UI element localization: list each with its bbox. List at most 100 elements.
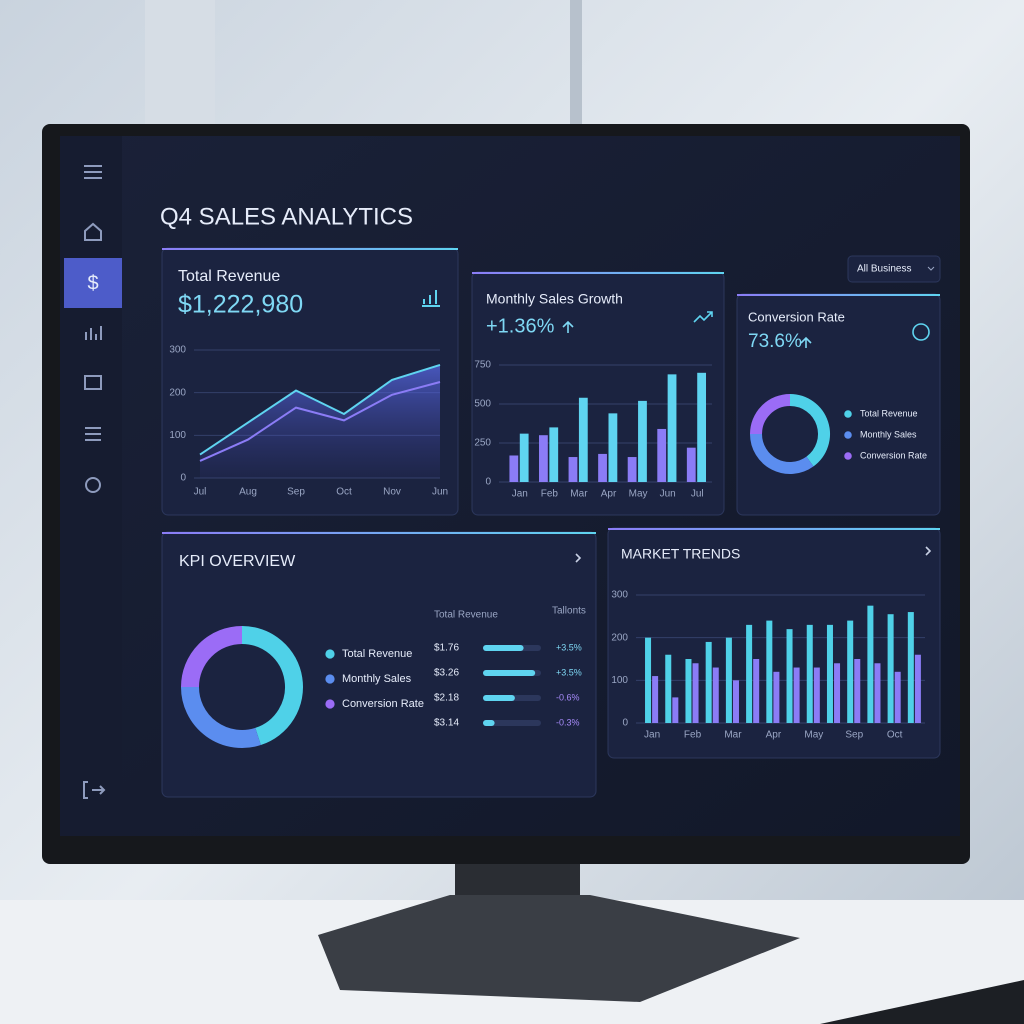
legend-label: Total Revenue [342, 648, 412, 660]
card-title: KPI OVERVIEW [179, 553, 296, 570]
filter-dropdown[interactable] [847, 255, 941, 283]
bar [786, 629, 793, 723]
x-tick-label: Nov [383, 487, 401, 498]
table-change: +3.5% [556, 667, 582, 677]
bar [813, 667, 820, 723]
bar [874, 663, 881, 723]
card-title: Total Revenue [178, 268, 280, 285]
progress-track [483, 720, 541, 726]
table-value: $3.14 [434, 718, 459, 729]
y-tick-label: 100 [611, 675, 628, 686]
donut-segment [789, 394, 830, 467]
y-tick-label: 0 [622, 718, 628, 729]
bar [773, 671, 780, 723]
donut-segment [241, 626, 303, 746]
doc-icon [84, 375, 102, 390]
table-value: $3.26 [434, 668, 459, 679]
bar [914, 654, 921, 723]
x-tick-label: Sep [845, 730, 863, 741]
card-icon [422, 290, 440, 307]
dropdown-caret [927, 266, 935, 271]
sidebar-icons [83, 165, 106, 799]
card-title: Monthly Sales Growth [486, 291, 623, 307]
line-area [200, 364, 440, 478]
card-headline: +1.36% [486, 315, 555, 337]
bar [568, 457, 578, 482]
bar [766, 620, 773, 723]
legend-swatch [844, 452, 852, 460]
bar [692, 663, 699, 723]
bar [608, 413, 618, 482]
table-change: +3.5% [556, 642, 582, 652]
keyboard [820, 980, 1024, 1024]
bar [685, 659, 692, 723]
logout-icon [83, 781, 106, 799]
bar [652, 676, 659, 723]
filter-icon [85, 427, 101, 441]
x-tick-label: Oct [887, 730, 903, 741]
bar [686, 447, 696, 482]
dashboard-title: Q4 SALES ANALYTICS [160, 203, 413, 230]
card-accent [737, 294, 940, 296]
y-tick-label: 500 [474, 399, 491, 410]
y-tick-label: 750 [474, 360, 491, 371]
bar [712, 667, 719, 723]
x-tick-label: Oct [336, 487, 352, 498]
x-tick-label: Jun [432, 487, 448, 498]
bar [725, 637, 732, 723]
table-value: $2.18 [434, 693, 459, 704]
y-tick-label: 300 [169, 345, 186, 356]
bar [705, 641, 712, 723]
bar [539, 435, 548, 482]
chevron[interactable] [925, 546, 932, 556]
card-icon [693, 311, 713, 323]
bar [598, 453, 607, 482]
card-icon [912, 323, 930, 341]
bar [753, 659, 760, 723]
card-accent [608, 528, 940, 530]
bar [732, 680, 739, 723]
bar [826, 624, 833, 723]
progress-bar [483, 670, 536, 676]
card-accent [472, 272, 724, 274]
bar [627, 457, 637, 482]
menu-icon [84, 165, 102, 179]
bar [793, 667, 800, 723]
x-tick-label: Jan [644, 730, 660, 741]
up-arrow [800, 336, 812, 348]
y-tick-label: 250 [474, 438, 491, 449]
bar [867, 605, 874, 723]
bar [519, 433, 529, 482]
bar [657, 428, 667, 482]
legend-label: Conversion Rate [342, 698, 424, 710]
card-accent [162, 248, 458, 250]
x-tick-label: Apr [601, 489, 617, 500]
card-title: MARKET TRENDS [621, 546, 740, 562]
x-tick-label: Mar [570, 489, 588, 500]
progress-bar [483, 720, 495, 726]
bar [638, 400, 647, 482]
nav-active[interactable] [64, 258, 122, 308]
x-tick-label: Aug [239, 487, 257, 498]
legend-label: Conversion Rate [860, 450, 927, 460]
x-tick-label: Jun [660, 489, 676, 500]
legend-label: Total Revenue [860, 408, 918, 418]
table-value: $1.76 [434, 643, 459, 654]
legend-label: Monthly Sales [860, 429, 917, 439]
y-tick-label: 300 [611, 590, 628, 601]
progress-bar [483, 645, 524, 651]
bar [697, 372, 707, 482]
donut-segment [750, 394, 791, 435]
filter-label[interactable]: All Business [857, 264, 911, 275]
bar [509, 455, 519, 482]
up-arrow [562, 320, 574, 333]
card-headline: 73.6% [748, 331, 802, 352]
monitor-base [318, 895, 800, 1002]
chevron[interactable] [575, 553, 582, 563]
card-accent [162, 532, 596, 534]
y-tick-label: 200 [611, 632, 628, 643]
nav-active-icon[interactable]: $ [87, 272, 98, 294]
x-tick-label: Jul [691, 489, 704, 500]
chart-icon [85, 326, 102, 340]
